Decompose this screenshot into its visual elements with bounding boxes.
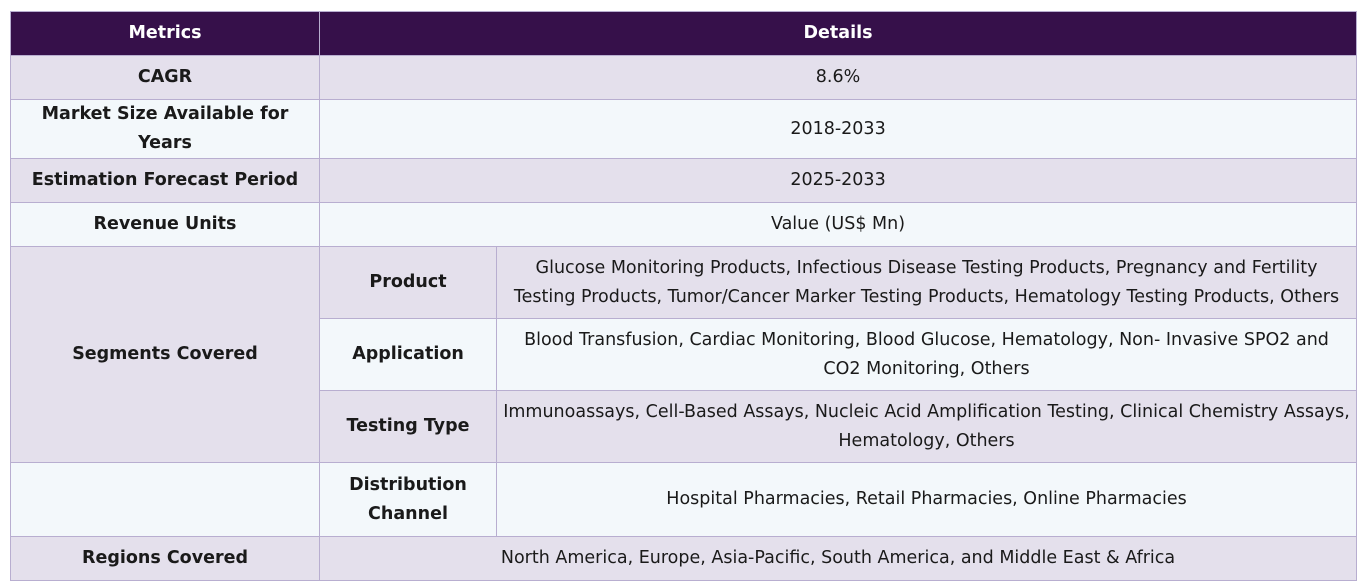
header-details: Details (318, 11, 1358, 56)
detail-revenue-units: Value (US$ Mn) (318, 202, 1358, 247)
segment-testing-type-label: Testing Type (319, 390, 497, 463)
segment-application-label: Application (319, 318, 497, 391)
table-row: CAGR 8.6% (10, 55, 1358, 100)
table-row: Regions Covered North America, Europe, A… (10, 536, 1358, 581)
segment-distribution-channel-detail: Hospital Pharmacies, Retail Pharmacies, … (495, 462, 1358, 537)
metric-cagr: CAGR (10, 55, 320, 100)
segment-application-detail: Blood Transfusion, Cardiac Monitoring, B… (495, 318, 1358, 391)
table-row: Estimation Forecast Period 2025-2033 (10, 158, 1358, 203)
metric-regions-covered: Regions Covered (10, 536, 320, 581)
segment-product-label: Product (319, 246, 497, 319)
header-metrics: Metrics (10, 11, 320, 56)
table-row: Revenue Units Value (US$ Mn) (10, 202, 1358, 247)
metric-forecast-period: Estimation Forecast Period (10, 158, 320, 203)
table-row: Segments Covered Product Glucose Monitor… (10, 246, 1358, 463)
metric-segments-covered: Segments Covered (10, 246, 320, 463)
table-row: Testing Type Immunoassays, Cell-Based As… (11, 390, 1358, 463)
detail-market-size-years: 2018-2033 (318, 99, 1358, 159)
table-row: Market Size Available for Years 2018-203… (10, 99, 1358, 159)
metric-revenue-units: Revenue Units (10, 202, 320, 247)
detail-cagr: 8.6% (318, 55, 1358, 100)
segment-testing-type-detail: Immunoassays, Cell-Based Assays, Nucleic… (495, 390, 1358, 463)
table-header-row: Metrics Details (10, 11, 1358, 56)
table-row: Distribution Channel Hospital Pharmacies… (10, 462, 1358, 537)
segment-distribution-channel-label: Distribution Channel (319, 462, 497, 537)
metrics-table: Metrics Details CAGR 8.6% Market Size Av… (10, 11, 1358, 581)
empty-cell (10, 462, 320, 537)
table-row: Application Blood Transfusion, Cardiac M… (11, 318, 1358, 391)
metric-market-size-years: Market Size Available for Years (10, 99, 320, 159)
detail-forecast-period: 2025-2033 (318, 158, 1358, 203)
detail-regions-covered: North America, Europe, Asia-Pacific, Sou… (318, 536, 1358, 581)
segment-product-detail: Glucose Monitoring Products, Infectious … (495, 246, 1358, 319)
